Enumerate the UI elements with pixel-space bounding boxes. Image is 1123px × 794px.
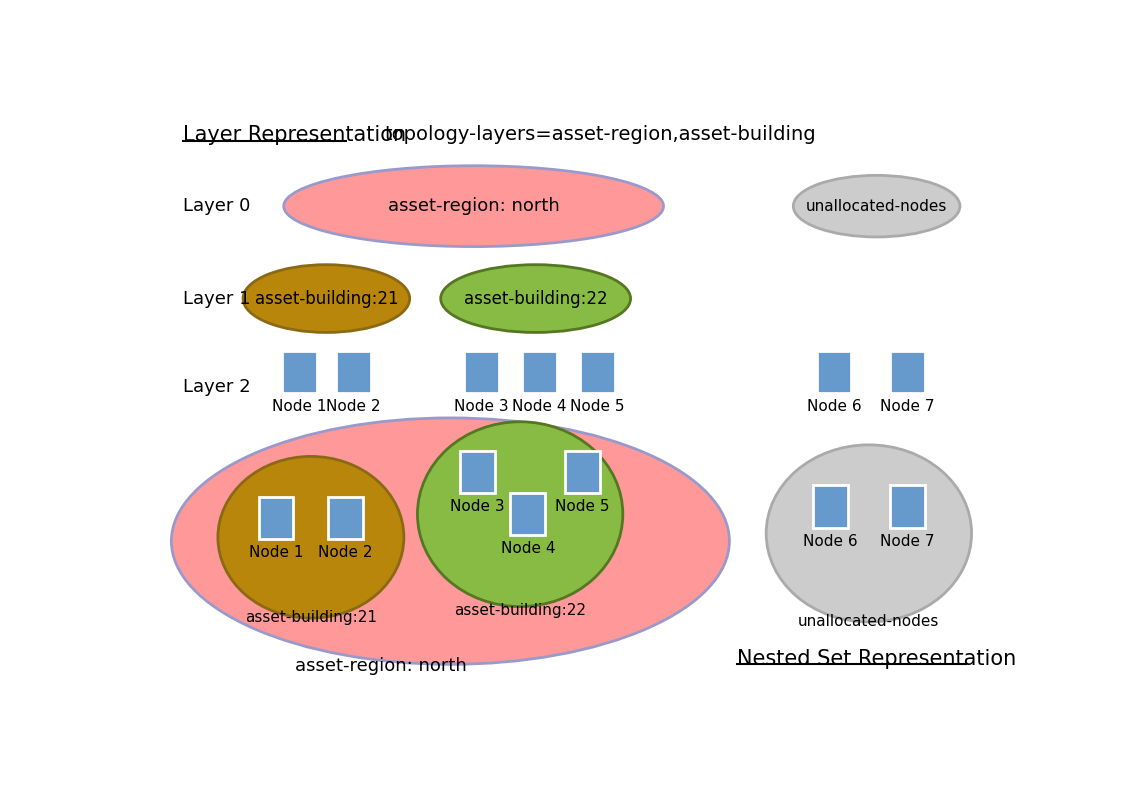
- Text: Layer 0: Layer 0: [183, 197, 250, 215]
- Text: Node 3: Node 3: [450, 499, 505, 515]
- Text: Node 1: Node 1: [249, 545, 303, 561]
- Text: asset-region: north: asset-region: north: [387, 197, 559, 215]
- Ellipse shape: [793, 175, 960, 237]
- Text: asset-building:21: asset-building:21: [245, 611, 377, 626]
- Ellipse shape: [440, 264, 630, 333]
- FancyBboxPatch shape: [816, 350, 851, 393]
- Ellipse shape: [243, 264, 410, 333]
- FancyBboxPatch shape: [565, 451, 600, 493]
- FancyBboxPatch shape: [460, 451, 495, 493]
- Text: Node 4: Node 4: [512, 399, 567, 414]
- FancyBboxPatch shape: [511, 493, 546, 535]
- Ellipse shape: [284, 166, 664, 247]
- Text: asset-building:21: asset-building:21: [255, 290, 399, 307]
- Text: Node 7: Node 7: [880, 399, 934, 414]
- FancyBboxPatch shape: [891, 350, 925, 393]
- Ellipse shape: [766, 445, 971, 622]
- Text: asset-region: north: asset-region: north: [294, 657, 466, 675]
- FancyBboxPatch shape: [336, 350, 371, 393]
- FancyBboxPatch shape: [891, 485, 925, 528]
- Text: Node 6: Node 6: [803, 534, 858, 549]
- Text: asset-building:22: asset-building:22: [464, 290, 608, 307]
- FancyBboxPatch shape: [328, 497, 363, 539]
- FancyBboxPatch shape: [813, 485, 848, 528]
- Text: unallocated-nodes: unallocated-nodes: [798, 615, 940, 630]
- Text: Layer 2: Layer 2: [183, 378, 250, 396]
- Text: topology-layers=asset-region,asset-building: topology-layers=asset-region,asset-build…: [384, 125, 816, 145]
- Text: Node 1: Node 1: [272, 399, 327, 414]
- FancyBboxPatch shape: [522, 350, 557, 393]
- Text: Node 7: Node 7: [880, 534, 934, 549]
- Text: Node 5: Node 5: [570, 399, 624, 414]
- Text: Nested Set Representation: Nested Set Representation: [737, 649, 1016, 669]
- Text: Node 4: Node 4: [501, 542, 555, 557]
- Ellipse shape: [418, 422, 623, 607]
- Text: Layer 1: Layer 1: [183, 290, 250, 307]
- Ellipse shape: [172, 418, 729, 665]
- FancyBboxPatch shape: [282, 350, 317, 393]
- Text: Node 2: Node 2: [327, 399, 381, 414]
- FancyBboxPatch shape: [258, 497, 293, 539]
- Text: Node 3: Node 3: [454, 399, 509, 414]
- FancyBboxPatch shape: [464, 350, 499, 393]
- Text: asset-building:22: asset-building:22: [454, 603, 586, 618]
- Ellipse shape: [218, 457, 404, 618]
- Text: Node 5: Node 5: [555, 499, 610, 515]
- Text: Node 2: Node 2: [319, 545, 373, 561]
- FancyBboxPatch shape: [581, 350, 615, 393]
- Text: Layer Representation: Layer Representation: [183, 125, 407, 145]
- Text: unallocated-nodes: unallocated-nodes: [806, 198, 948, 214]
- Text: Node 6: Node 6: [806, 399, 861, 414]
